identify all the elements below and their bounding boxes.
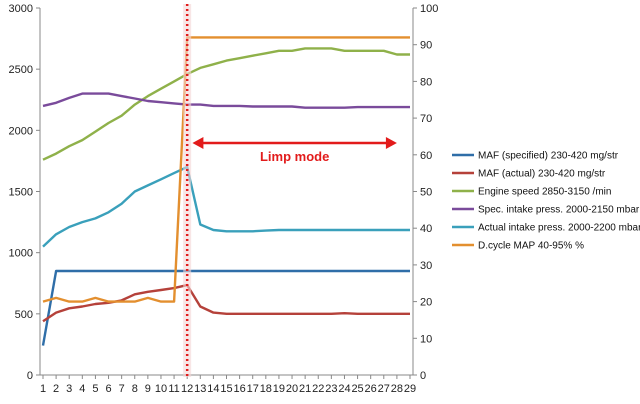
x-tick-label: 26 [365, 383, 377, 395]
x-tick-label: 27 [378, 383, 390, 395]
legend: MAF (specified) 230-420 mg/str MAF (actua… [452, 151, 640, 252]
right-tick-label: 70 [420, 113, 432, 125]
left-axis-ticks: 0 500 1000 1500 2000 2500 3000 [9, 3, 40, 382]
legend-label-3: Engine speed 2850-3150 /min [478, 187, 611, 198]
right-tick-label: 50 [420, 187, 432, 199]
x-tick-label: 9 [145, 383, 151, 395]
x-tick-label: 13 [194, 383, 206, 395]
x-tick-label: 20 [286, 383, 298, 395]
series-line-3 [42, 47, 410, 161]
series-line-6 [42, 36, 410, 303]
legend-label-5: Actual intake press. 2000-2200 mbar [478, 223, 640, 234]
x-tick-label: 15 [220, 383, 232, 395]
x-tick-label: 2 [53, 383, 59, 395]
x-tick-label: 3 [66, 383, 72, 395]
x-tick-label: 5 [92, 383, 98, 395]
right-tick-label: 60 [420, 150, 432, 162]
series-lines [41, 36, 410, 346]
x-axis-ticks: 1 2 3 4 5 6 7 8 9 10 11 12 13 14 15 16 17 18 19 20 21 22 23 24 2… [40, 375, 416, 395]
right-tick-label: 20 [420, 297, 432, 309]
x-tick-label: 21 [299, 383, 311, 395]
right-tick-label: 0 [420, 370, 426, 382]
right-tick-label: 10 [420, 333, 432, 345]
left-tick-label: 1000 [9, 248, 33, 260]
x-tick-label: 8 [132, 383, 138, 395]
limp-mode-label: Limp mode [260, 149, 329, 164]
x-tick-label: 1 [40, 383, 46, 395]
series-line-2 [42, 283, 410, 323]
right-tick-label: 80 [420, 76, 432, 88]
x-tick-label: 18 [260, 383, 272, 395]
right-tick-label: 40 [420, 223, 432, 235]
x-tick-label: 14 [207, 383, 219, 395]
x-tick-label: 24 [338, 383, 350, 395]
right-tick-label: 90 [420, 40, 432, 52]
x-tick-label: 12 [181, 383, 193, 395]
x-tick-label: 11 [168, 383, 179, 395]
legend-label-4: Spec. intake press. 2000-2150 mbar [478, 205, 640, 216]
limp-mode-marker: Limp mode [183, 4, 397, 377]
x-tick-label: 7 [119, 383, 125, 395]
series-line-1 [41, 269, 410, 346]
axes [39, 8, 414, 376]
legend-label-2: MAF (actual) 230-420 mg/str [478, 169, 606, 180]
x-tick-label: 28 [391, 383, 403, 395]
x-tick-label: 4 [79, 383, 85, 395]
x-tick-label: 25 [351, 383, 363, 395]
series-line-4 [42, 92, 410, 109]
x-tick-label: 10 [155, 383, 167, 395]
legend-label-1: MAF (specified) 230-420 mg/str [478, 151, 619, 162]
x-tick-label: 29 [404, 383, 416, 395]
series-line-5 [42, 165, 410, 248]
x-tick-label: 16 [233, 383, 245, 395]
left-tick-label: 500 [15, 309, 33, 321]
x-tick-label: 6 [105, 383, 111, 395]
right-axis-ticks: 0 10 20 30 40 50 60 70 80 90 100 [413, 3, 438, 382]
right-tick-label: 30 [420, 260, 432, 272]
limp-mode-arrow-head-left [192, 137, 204, 149]
x-tick-label: 19 [273, 383, 285, 395]
left-tick-label: 3000 [9, 3, 33, 15]
limp-mode-arrow-head-right [385, 137, 397, 149]
left-tick-label: 1500 [9, 187, 33, 199]
x-tick-label: 17 [247, 383, 259, 395]
x-tick-label: 23 [325, 383, 337, 395]
right-tick-label: 100 [420, 3, 438, 15]
left-tick-label: 2000 [9, 125, 33, 137]
left-tick-label: 0 [27, 370, 33, 382]
left-tick-label: 2500 [9, 64, 33, 76]
x-tick-label: 22 [312, 383, 324, 395]
legend-label-6: D.cycle MAP 40-95% % [478, 241, 584, 252]
